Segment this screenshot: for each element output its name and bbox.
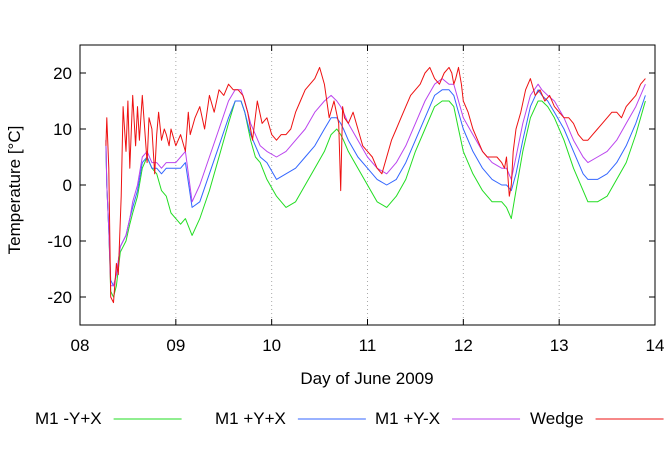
axis-ticks: 08 09 10 11 12 13 14 -20 -10 0 10 20	[47, 45, 664, 355]
series-layer	[105, 66, 646, 304]
x-tick-label: 13	[550, 336, 569, 355]
y-axis-label: Temperature [°C]	[5, 126, 24, 255]
y-tick-label: 10	[53, 120, 72, 139]
x-tick-label: 12	[454, 336, 473, 355]
legend: M1 -Y+X M1 +Y+X M1 +Y-X Wedge	[35, 409, 664, 428]
legend-label-1: M1 +Y+X	[215, 409, 286, 428]
y-tick-label: 20	[53, 64, 72, 83]
series-line-2	[105, 78, 646, 287]
x-tick-label: 14	[646, 336, 665, 355]
legend-label-0: M1 -Y+X	[35, 409, 102, 428]
legend-label-3: Wedge	[530, 409, 584, 428]
x-tick-label: 11	[359, 336, 377, 355]
x-tick-label: 08	[71, 336, 90, 355]
series-line-3	[105, 66, 646, 304]
x-tick-label: 09	[166, 336, 185, 355]
x-tick-label: 10	[262, 336, 281, 355]
y-tick-label: -20	[47, 288, 72, 307]
series-line-0	[105, 100, 646, 298]
legend-label-2: M1 +Y-X	[375, 409, 440, 428]
y-tick-label: -10	[47, 232, 72, 251]
y-tick-label: 0	[63, 176, 72, 195]
x-axis-label: Day of June 2009	[300, 369, 433, 388]
